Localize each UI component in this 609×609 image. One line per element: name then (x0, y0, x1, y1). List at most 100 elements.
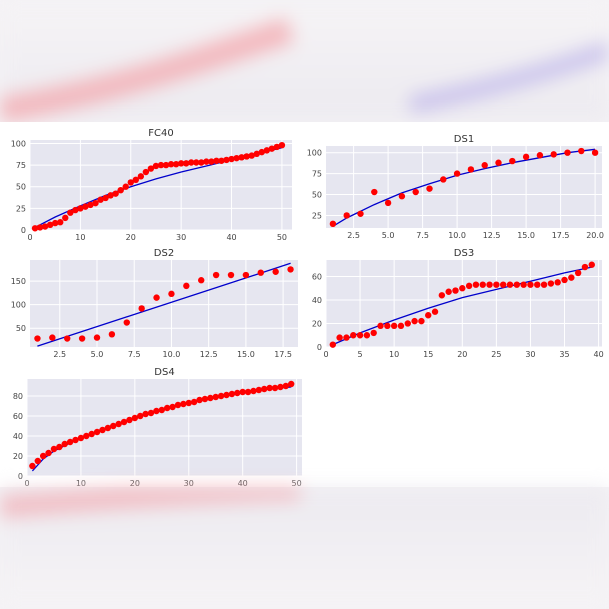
data-point (363, 332, 371, 339)
data-point (282, 382, 290, 390)
y-tick-label: 60 (13, 412, 23, 421)
chart-title: DS1 (454, 134, 474, 145)
data-point (93, 428, 101, 436)
data-point (213, 157, 220, 164)
data-point (223, 156, 230, 164)
data-point (153, 294, 160, 301)
data-point (564, 149, 571, 156)
data-point (67, 209, 74, 216)
data-point (227, 271, 235, 279)
data-point (190, 398, 198, 406)
data-point (350, 332, 357, 339)
data-point (34, 457, 41, 465)
data-point (253, 150, 260, 158)
y-tick-label: 20 (13, 452, 23, 461)
plot-area (30, 260, 298, 347)
blurred-background-top (0, 0, 609, 122)
data-point (152, 162, 160, 170)
data-point (426, 185, 433, 192)
data-point (45, 449, 52, 457)
data-point (142, 168, 150, 176)
data-point (588, 261, 595, 268)
x-tick-label: 20.0 (586, 231, 604, 240)
x-tick-label: 50 (292, 479, 302, 488)
data-point (272, 268, 279, 275)
data-point (31, 225, 39, 232)
data-point (425, 312, 432, 319)
data-point (371, 188, 378, 196)
chart-title: DS4 (154, 367, 174, 378)
data-point (244, 388, 252, 396)
x-tick-label: 50 (277, 233, 287, 242)
data-point (412, 188, 419, 196)
data-point (248, 152, 255, 159)
data-point (268, 145, 276, 152)
chart-title: FC40 (148, 128, 173, 139)
x-tick-label: 40 (238, 479, 248, 488)
data-point (88, 430, 95, 438)
data-point (266, 384, 273, 392)
data-point (228, 390, 236, 398)
data-point (506, 281, 514, 288)
data-point (180, 400, 187, 408)
data-point (578, 147, 585, 155)
data-point (261, 385, 268, 393)
data-point (172, 161, 180, 168)
data-point (188, 159, 195, 166)
chart-ds1: 2.5 5.0 7.5 10.0 12.5 15.0 17.5 20.0 25 50 75 100 DS… (307, 134, 604, 240)
data-point (182, 160, 190, 167)
data-point (174, 401, 182, 409)
data-point (418, 317, 425, 325)
y-tick-label: 60 (312, 272, 322, 281)
blurred-chart-echo-bottom (0, 487, 301, 518)
data-point (377, 322, 384, 330)
x-tick-label: 7.5 (128, 350, 141, 359)
data-point (527, 281, 534, 288)
x-tick-label: 30 (184, 479, 194, 488)
data-point (212, 271, 220, 279)
data-point (41, 223, 49, 230)
x-tick-label: 25 (491, 350, 501, 359)
data-point (336, 334, 343, 341)
data-point (277, 383, 284, 391)
data-point (201, 395, 209, 403)
data-point (467, 166, 475, 173)
data-point (479, 281, 486, 288)
x-tick-label: 10.0 (448, 231, 466, 240)
data-point (218, 157, 225, 164)
data-point (126, 416, 133, 424)
data-point (561, 276, 568, 284)
x-tick-label: 5.0 (382, 231, 395, 240)
data-point (431, 308, 439, 315)
y-tick-label: 25 (16, 204, 26, 213)
y-tick-label: 0 (18, 472, 23, 481)
data-point (138, 305, 145, 312)
data-point (93, 334, 101, 341)
y-tick-label: 100 (11, 139, 26, 148)
chart-ds3: 0 5 10 15 20 25 30 35 40 0 20 40 60 DS3 (312, 248, 604, 359)
data-point (162, 161, 170, 169)
x-tick-label: 30 (525, 350, 535, 359)
data-point (36, 224, 44, 231)
data-point (493, 281, 500, 288)
x-tick-label: 0 (24, 479, 29, 488)
data-point (509, 157, 516, 165)
data-point (499, 281, 507, 288)
y-tick-label: 20 (312, 319, 322, 328)
data-point (104, 424, 112, 432)
data-point (390, 322, 398, 330)
data-point (66, 438, 74, 446)
data-point (288, 380, 295, 388)
data-point (72, 206, 79, 214)
x-tick-label: 10 (76, 479, 86, 488)
data-point (169, 403, 176, 411)
data-point (495, 159, 502, 166)
x-tick-label: 17.5 (274, 350, 292, 359)
data-point (122, 183, 129, 190)
data-point (198, 277, 205, 284)
data-point (83, 432, 90, 440)
chart-fc40: 0 10 20 30 40 50 0 25 50 75 100 FC40 (11, 128, 292, 242)
y-tick-label: 75 (16, 161, 26, 170)
fit-line (332, 266, 592, 346)
data-point (356, 332, 364, 339)
